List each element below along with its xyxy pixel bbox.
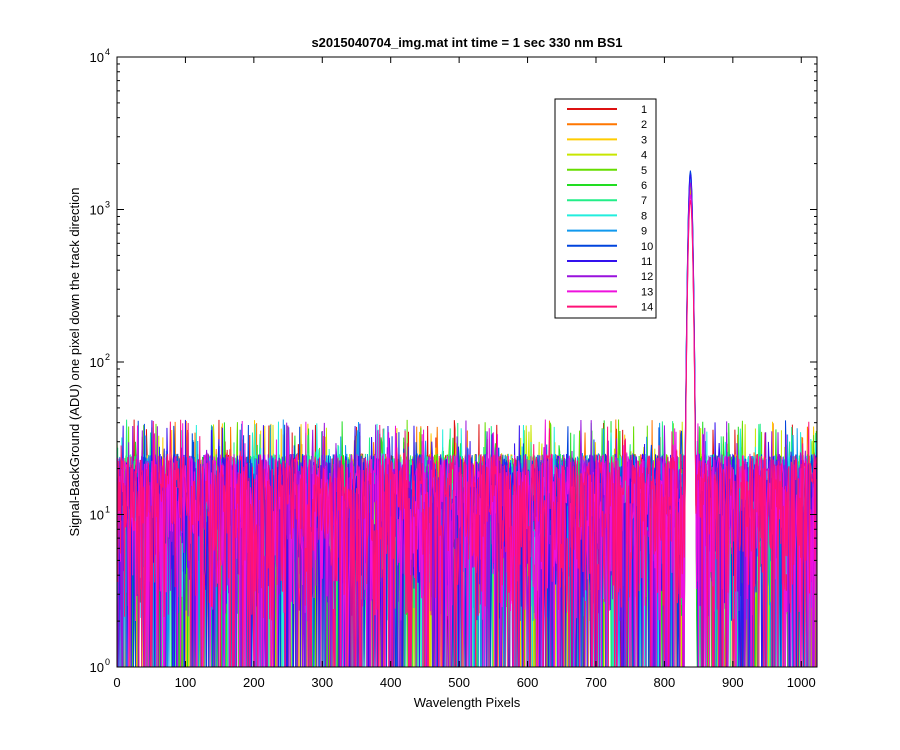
y-axis-label: Signal-BackGround (ADU) one pixel down t… bbox=[67, 187, 82, 536]
y-tick-exponent: 2 bbox=[105, 352, 110, 362]
x-tick-label: 300 bbox=[311, 675, 333, 690]
legend-box bbox=[554, 98, 657, 319]
x-tick-label: 400 bbox=[380, 675, 402, 690]
chart-title: s2015040704_img.mat int time = 1 sec 330… bbox=[311, 35, 622, 50]
y-tick-label: 10 bbox=[90, 355, 104, 370]
legend-label-12: 12 bbox=[641, 271, 653, 283]
legend-label-8: 8 bbox=[641, 210, 647, 222]
x-tick-label: 900 bbox=[722, 675, 744, 690]
y-tick-label: 10 bbox=[90, 203, 104, 218]
series-line-14 bbox=[116, 200, 818, 668]
legend-label-11: 11 bbox=[641, 256, 652, 268]
series-layer bbox=[116, 170, 818, 668]
legend-label-4: 4 bbox=[641, 150, 647, 162]
legend-label-5: 5 bbox=[641, 165, 647, 177]
y-tick-exponent: 1 bbox=[105, 505, 110, 515]
y-tick-label: 10 bbox=[90, 660, 104, 675]
y-tick-exponent: 3 bbox=[105, 200, 110, 210]
legend-label-14: 14 bbox=[641, 302, 653, 314]
legend-label-6: 6 bbox=[641, 180, 647, 192]
x-tick-label: 0 bbox=[113, 675, 120, 690]
legend-label-2: 2 bbox=[641, 119, 647, 131]
x-tick-label: 600 bbox=[517, 675, 539, 690]
x-tick-label: 700 bbox=[585, 675, 607, 690]
x-axis-ticks: 0 100 200 300 400 500 600 700 800 900 1000 bbox=[113, 57, 816, 690]
legend-label-3: 3 bbox=[641, 134, 647, 146]
y-tick-exponent: 0 bbox=[105, 657, 110, 667]
x-tick-label: 100 bbox=[175, 675, 197, 690]
legend-label-7: 7 bbox=[641, 195, 647, 207]
y-tick-exponent: 4 bbox=[105, 47, 110, 57]
x-tick-label: 800 bbox=[654, 675, 676, 690]
x-tick-label: 200 bbox=[243, 675, 265, 690]
x-axis-label: Wavelength Pixels bbox=[414, 695, 521, 710]
legend-label-10: 10 bbox=[641, 241, 653, 253]
legend-label-9: 9 bbox=[641, 226, 647, 238]
x-tick-label: 1000 bbox=[787, 675, 816, 690]
legend-label-13: 13 bbox=[641, 286, 653, 298]
y-tick-label: 10 bbox=[90, 50, 104, 65]
x-tick-label: 500 bbox=[448, 675, 470, 690]
y-tick-label: 10 bbox=[90, 508, 104, 523]
legend-label-1: 1 bbox=[641, 104, 647, 116]
